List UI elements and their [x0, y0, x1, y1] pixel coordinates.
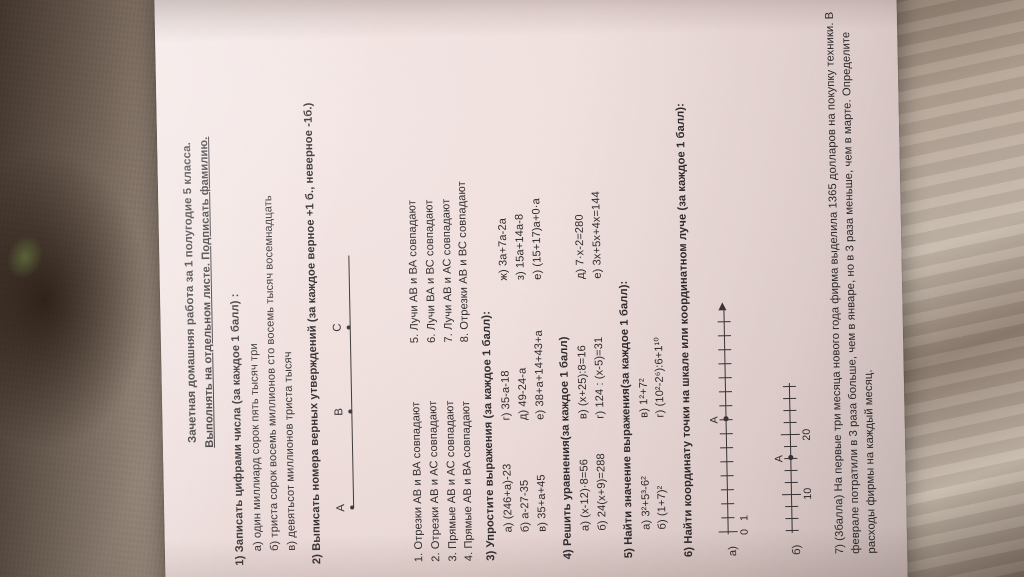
- paper-grain: [153, 0, 909, 577]
- dark-area-left: [0, 150, 150, 450]
- paper-sheet: Зачетная домашняя работа за 1 полугодие …: [153, 0, 909, 577]
